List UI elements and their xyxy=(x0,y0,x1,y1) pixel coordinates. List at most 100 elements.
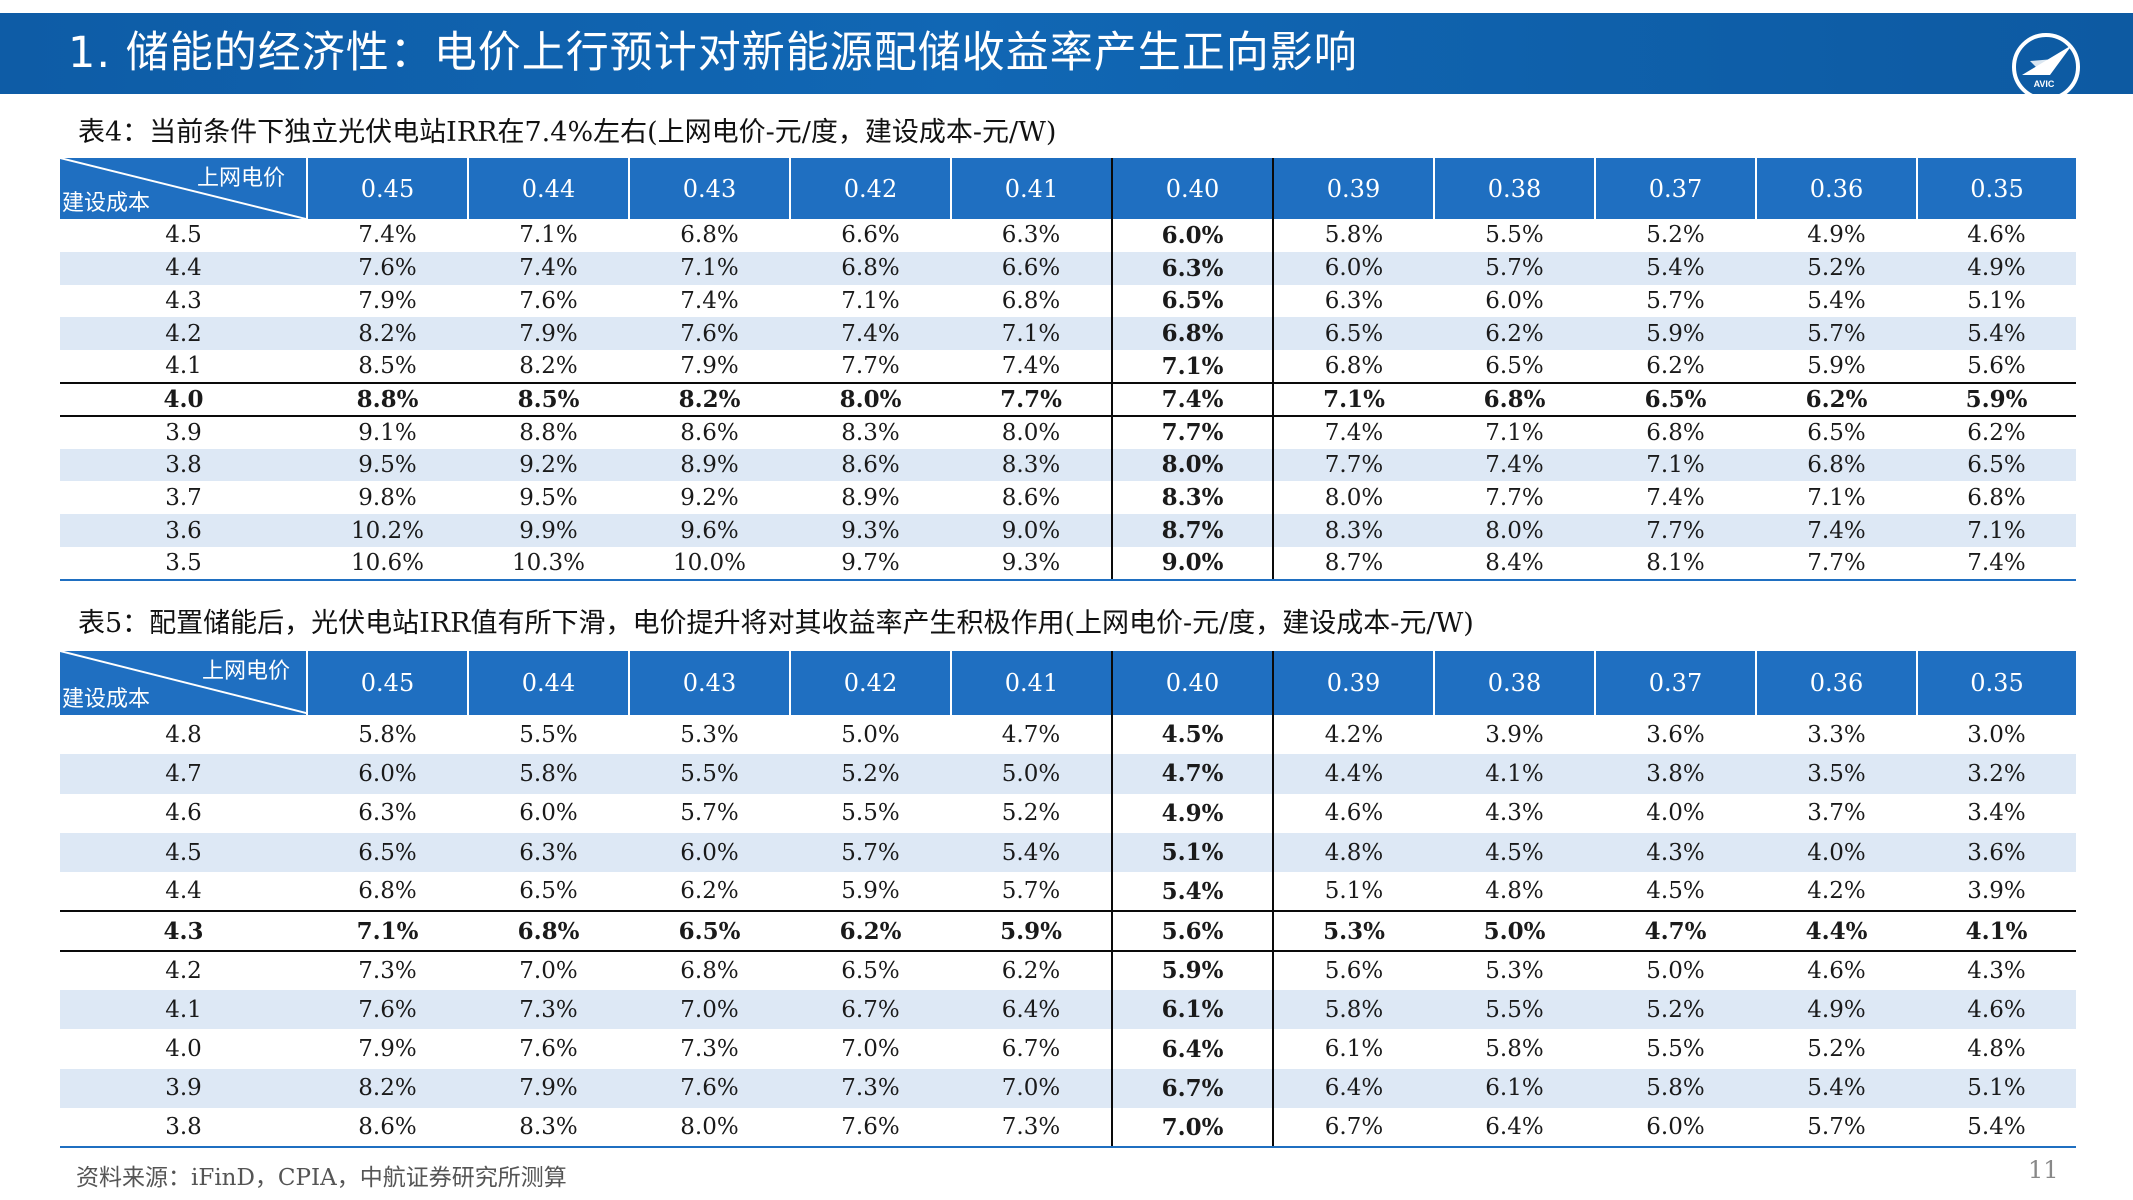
table4-caption: 表4：当前条件下独立光伏电站IRR在7.4%左右(上网电价-元/度，建设成本-元… xyxy=(78,117,1057,148)
irr-cell: 5.5% xyxy=(1485,222,1544,249)
irr-cell: 4.0% xyxy=(1756,832,1917,873)
irr-cell: 5.7% xyxy=(680,800,739,827)
irr-cell: 6.8% xyxy=(1111,317,1274,351)
row-cost-label: 4.5 xyxy=(60,832,307,873)
table5-irr-grid: 上网电价 建设成本 0.45 0.44 0.43 0.42 0.41 0.40 0.39 0.… xyxy=(60,651,2076,1149)
irr-cell: 7.4% xyxy=(1917,546,2076,581)
irr-cell: 5.1% xyxy=(1967,287,2026,314)
table4-irr-grid: 上网电价 建设成本 0.45 0.44 0.43 0.42 0.41 0.40 0.39 0.… xyxy=(60,158,2076,581)
irr-cell: 7.3% xyxy=(468,990,629,1030)
irr-cell: 5.9% xyxy=(841,878,900,905)
irr-cell: 9.2% xyxy=(468,448,629,482)
price-column-header: 0.35 xyxy=(1916,158,2076,219)
irr-cell: 8.2% xyxy=(307,1068,468,1108)
irr-cell: 4.8% xyxy=(1485,878,1544,905)
irr-cell: 8.3% xyxy=(841,419,900,446)
irr-cell: 7.4% xyxy=(358,222,417,249)
irr-cell: 7.0% xyxy=(1111,1107,1274,1149)
irr-cell: 6.1% xyxy=(1111,990,1274,1030)
price-column-header: 0.40 xyxy=(1111,158,1273,219)
price-column-header: 0.43 xyxy=(628,158,790,219)
irr-cell: 5.4% xyxy=(1917,317,2076,351)
irr-cell: 7.4% xyxy=(680,287,739,314)
irr-cell: 6.3% xyxy=(1111,251,1274,285)
irr-cell: 8.6% xyxy=(790,448,951,482)
irr-cell: 4.7% xyxy=(1001,721,1061,748)
irr-cell: 8.2% xyxy=(307,317,468,351)
row-cost-label: 3.5 xyxy=(60,546,307,581)
irr-cell: 8.0% xyxy=(1324,484,1384,511)
row-cost-label: 4.7 xyxy=(60,754,307,794)
irr-cell: 6.7% xyxy=(1273,1107,1434,1149)
irr-cell: 4.7% xyxy=(1111,754,1274,794)
slide-title: 1. 储能的经济性：电价上行预计对新能源配储收益率产生正向影响 xyxy=(68,28,1358,78)
price-column-header: 0.37 xyxy=(1594,158,1756,219)
irr-cell: 4.5% xyxy=(1646,878,1705,905)
price-column-header: 0.36 xyxy=(1755,158,1917,219)
irr-cell: 10.3% xyxy=(468,546,629,581)
irr-cell: 7.6% xyxy=(629,1068,790,1108)
irr-cell: 7.7% xyxy=(841,353,900,380)
irr-cell: 6.8% xyxy=(790,251,951,285)
irr-cell: 4.7% xyxy=(1595,910,1756,952)
irr-cell: 4.2% xyxy=(1324,721,1384,748)
row-cost-label: 4.6 xyxy=(165,800,202,827)
table-row: 4.5 7.4% 7.1% 6.8% 6.6% 6.3% 6.0% 5.8% 5.5% 5.2% 4… xyxy=(60,219,2076,252)
source-note: 资料来源：iFinD，CPIA，中航证券研究所测算 xyxy=(76,1165,567,1191)
irr-cell: 7.1% xyxy=(1917,514,2076,547)
table-row: 4.0 7.9% 7.6% 7.3% 7.0% 6.7% 6.4% 6.1% 5.8% 5.5% 5… xyxy=(60,1029,2076,1069)
irr-cell: 5.2% xyxy=(1595,990,1756,1030)
irr-cell: 6.2% xyxy=(790,910,951,952)
irr-cell: 5.4% xyxy=(1756,1068,1917,1108)
irr-cell: 7.4% xyxy=(1434,448,1595,482)
irr-cell: 8.6% xyxy=(307,1107,468,1149)
row-cost-label: 3.6 xyxy=(60,514,307,547)
irr-cell: 5.1% xyxy=(1111,832,1274,873)
irr-cell: 7.6% xyxy=(519,287,578,314)
irr-cell: 6.3% xyxy=(1001,222,1061,249)
irr-cell: 8.9% xyxy=(629,448,790,482)
irr-cell: 6.3% xyxy=(1324,287,1384,314)
irr-cell: 3.7% xyxy=(1807,800,1866,827)
irr-cell: 6.5% xyxy=(841,957,900,984)
irr-cell: 7.1% xyxy=(1273,381,1434,417)
irr-cell: 4.0% xyxy=(1646,800,1705,827)
price-column-header: 0.39 xyxy=(1272,651,1434,715)
irr-cell: 7.0% xyxy=(629,990,790,1030)
irr-cell: 4.9% xyxy=(1807,222,1866,249)
irr-cell: 5.2% xyxy=(790,754,951,794)
irr-cell: 8.0% xyxy=(790,381,951,417)
irr-cell: 6.4% xyxy=(951,990,1112,1030)
irr-cell: 4.3% xyxy=(1595,832,1756,873)
irr-cell: 6.8% xyxy=(358,878,417,905)
irr-cell: 3.0% xyxy=(1967,721,2026,748)
irr-cell: 7.4% xyxy=(468,251,629,285)
row-cost-label: 4.4 xyxy=(165,878,202,905)
row-cost-label: 3.9 xyxy=(165,419,202,446)
irr-cell: 7.4% xyxy=(1324,419,1384,446)
irr-cell: 4.1% xyxy=(1434,754,1595,794)
irr-cell: 6.8% xyxy=(1967,484,2026,511)
irr-cell: 7.3% xyxy=(790,1068,951,1108)
irr-cell: 4.5% xyxy=(1434,832,1595,873)
irr-cell: 7.4% xyxy=(1646,484,1705,511)
irr-cell: 8.3% xyxy=(1273,514,1434,547)
irr-cell: 7.9% xyxy=(680,353,739,380)
irr-cell: 6.4% xyxy=(1111,1029,1274,1069)
irr-cell: 7.6% xyxy=(629,317,790,351)
price-column-header: 0.45 xyxy=(306,651,468,715)
irr-cell: 9.5% xyxy=(519,484,578,511)
table5-caption: 表5：配置储能后，光伏电站IRR值有所下滑，电价提升将对其收益率产生积极作用(上… xyxy=(78,608,1474,639)
irr-cell: 5.8% xyxy=(1485,1036,1544,1063)
table-row: 4.0 8.8% 8.5% 8.2% 8.0% 7.7% 7.4% 7.1% 6.8% 6.5% 6… xyxy=(60,381,2076,417)
irr-cell: 5.0% xyxy=(1434,910,1595,952)
price-column-header: 0.44 xyxy=(467,158,629,219)
irr-cell: 8.0% xyxy=(1001,419,1061,446)
irr-cell: 3.6% xyxy=(1646,721,1705,748)
irr-cell: 8.4% xyxy=(1434,546,1595,581)
price-column-header: 0.42 xyxy=(789,158,951,219)
irr-cell: 5.6% xyxy=(1111,910,1274,952)
irr-cell: 9.1% xyxy=(358,419,417,446)
irr-cell: 10.6% xyxy=(307,546,468,581)
irr-cell: 7.9% xyxy=(358,287,417,314)
